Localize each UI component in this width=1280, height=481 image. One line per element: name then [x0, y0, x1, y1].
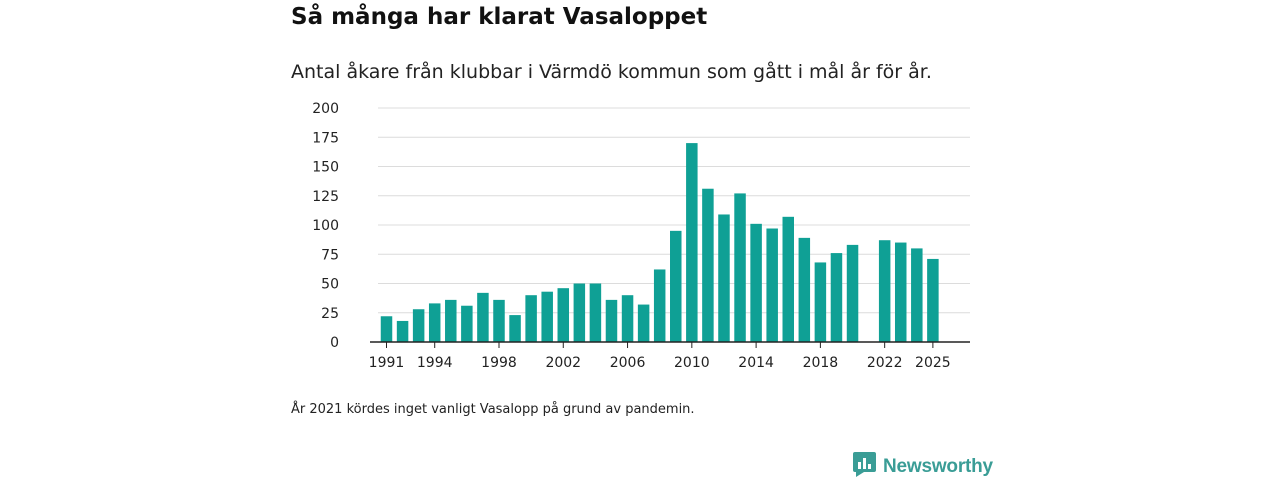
bar-2007[interactable]	[637, 304, 650, 342]
bar-2016[interactable]	[782, 216, 795, 342]
bar-1991[interactable]	[380, 316, 393, 342]
y-tick-label: 0	[330, 335, 339, 351]
y-tick-label: 25	[321, 306, 339, 322]
y-tick-label: 100	[312, 218, 339, 234]
bar-2025[interactable]	[927, 258, 939, 342]
x-tick-label: 2014	[738, 355, 774, 371]
bar-1996[interactable]	[461, 305, 473, 342]
bar-1998[interactable]	[493, 299, 505, 342]
bar-2023[interactable]	[894, 242, 907, 342]
bar-2000[interactable]	[525, 295, 537, 342]
bar-2008[interactable]	[653, 269, 666, 342]
x-tick-label: 2006	[610, 355, 646, 371]
bar-2001[interactable]	[541, 291, 553, 342]
chart-subtitle: Antal åkare från klubbar i Värmdö kommun…	[291, 61, 932, 83]
y-tick-label: 50	[321, 277, 339, 293]
bar-2015[interactable]	[766, 228, 778, 342]
bar-2005[interactable]	[605, 299, 618, 342]
x-tick-label: 2002	[545, 355, 581, 371]
x-tick-label: 2025	[915, 355, 951, 371]
y-tick-label: 125	[312, 189, 339, 205]
x-tick-label: 1991	[369, 355, 405, 371]
bar-1997[interactable]	[477, 292, 489, 342]
bar-1995[interactable]	[445, 299, 457, 342]
footnote: År 2021 kördes inget vanligt Vasalopp på…	[291, 402, 695, 417]
bar-2018[interactable]	[814, 262, 827, 342]
y-tick-label: 200	[312, 101, 339, 117]
bar-2006[interactable]	[621, 295, 634, 342]
bar-2011[interactable]	[702, 188, 714, 342]
bar-2014[interactable]	[750, 223, 762, 342]
bar-1992[interactable]	[396, 320, 409, 342]
bar-2022[interactable]	[878, 240, 891, 342]
x-tick-label: 2010	[674, 355, 710, 371]
bar-2009[interactable]	[670, 230, 682, 342]
chart-title: Så många har klarat Vasaloppet	[291, 4, 708, 30]
bar-1994[interactable]	[428, 303, 441, 342]
brand-name: Newsworthy	[883, 455, 993, 477]
y-tick-label: 150	[312, 160, 339, 176]
bar-2017[interactable]	[798, 237, 811, 342]
x-tick-label: 2022	[867, 355, 903, 371]
x-tick-label: 1998	[481, 355, 517, 371]
bar-2010[interactable]	[686, 143, 698, 342]
y-tick-label: 175	[312, 130, 339, 146]
bar-1993[interactable]	[412, 309, 425, 342]
bar-2004[interactable]	[589, 283, 602, 343]
bar-1999[interactable]	[509, 315, 521, 342]
y-tick-label: 75	[321, 247, 339, 263]
x-tick-label: 1994	[417, 355, 453, 371]
bar-chart: 0 25 50 75 100 125 150 175 200 1991 1994 1998 2002 20…	[312, 101, 970, 371]
newsworthy-logo-icon	[853, 452, 876, 481]
bar-2024[interactable]	[911, 248, 923, 342]
bar-2003[interactable]	[573, 283, 586, 343]
bar-2019[interactable]	[830, 253, 843, 342]
x-tick-label: 2018	[803, 355, 839, 371]
bar-2020[interactable]	[846, 244, 859, 342]
bar-2012[interactable]	[718, 214, 730, 342]
bars	[380, 143, 939, 343]
brand-logo[interactable]: Newsworthy	[853, 452, 993, 481]
bar-2013[interactable]	[734, 193, 746, 342]
axes: 0 25 50 75 100 125 150 175 200 1991 1994 1998 2002 20…	[312, 101, 970, 371]
bar-2002[interactable]	[557, 288, 570, 342]
